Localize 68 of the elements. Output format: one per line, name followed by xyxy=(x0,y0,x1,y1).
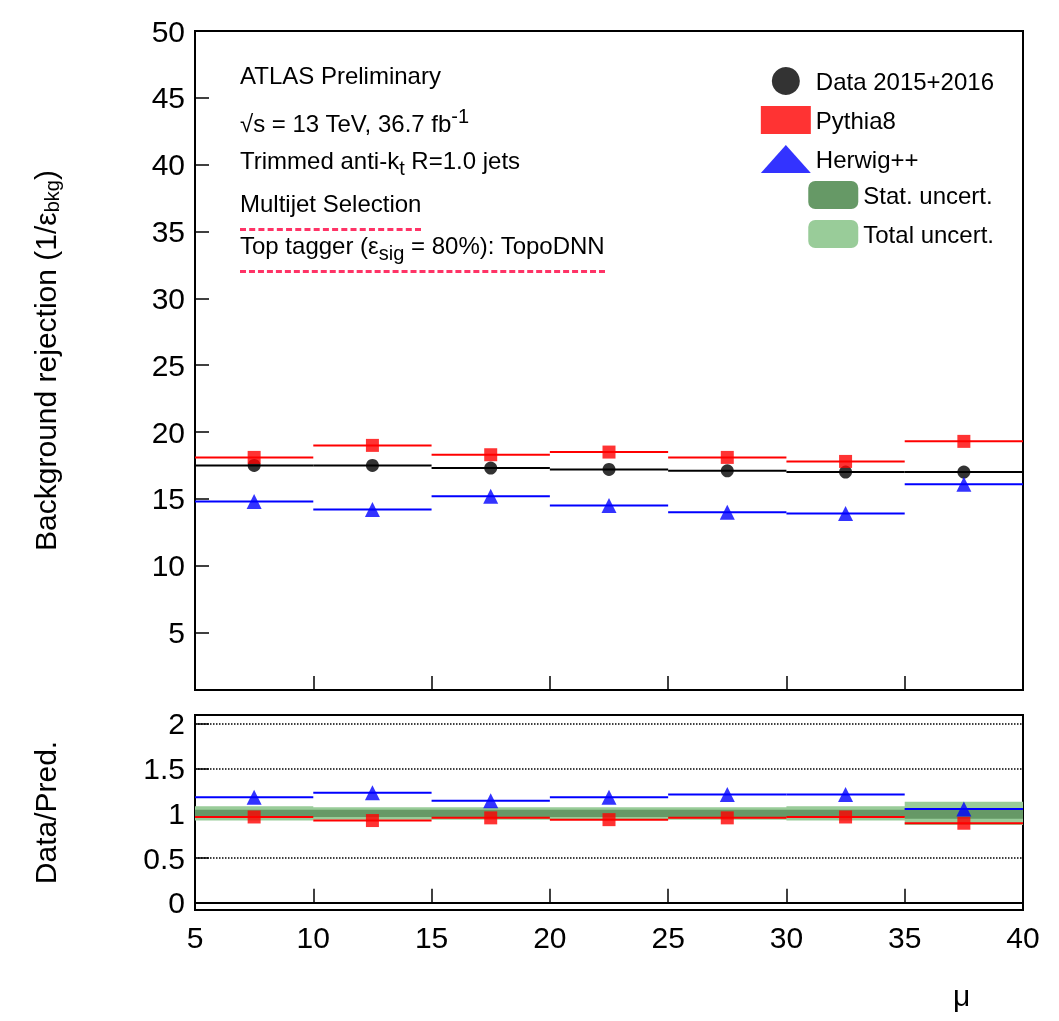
x-tick-label: 35 xyxy=(888,920,922,954)
point xyxy=(246,494,262,510)
point xyxy=(602,813,616,827)
y-axis-title: Data/Pred. xyxy=(28,740,62,885)
point xyxy=(719,787,735,803)
y-tick-label: 0 xyxy=(168,886,185,920)
y-tick-label: 40 xyxy=(151,148,185,182)
annotation: √s = 13 TeV, 36.7 fb$^{-1}$ xyxy=(240,104,470,138)
point xyxy=(956,476,972,492)
point xyxy=(957,434,971,448)
y-tick-label: 15 xyxy=(151,482,185,516)
point xyxy=(838,506,854,522)
legend-label: Pythia8 xyxy=(815,106,896,134)
point xyxy=(484,448,498,462)
x-tick-label: 20 xyxy=(533,920,567,954)
y-tick-label: 25 xyxy=(151,348,185,382)
point xyxy=(483,488,499,504)
y-tick-label: 45 xyxy=(151,81,185,115)
y-tick-label: 10 xyxy=(151,549,185,583)
y-tick-label: 2 xyxy=(168,707,185,741)
point xyxy=(720,464,734,478)
point xyxy=(839,454,853,468)
point xyxy=(484,461,498,475)
x-tick-label: 25 xyxy=(651,920,685,954)
point xyxy=(484,811,498,825)
point xyxy=(247,810,261,824)
x-tick-label: 30 xyxy=(769,920,804,954)
point xyxy=(365,814,379,828)
y-tick-label: 35 xyxy=(151,215,185,249)
x-axis-title: μ xyxy=(953,979,971,1013)
point xyxy=(839,810,853,824)
annotation: Multijet Selection xyxy=(240,189,422,218)
point xyxy=(365,458,379,472)
point xyxy=(602,462,616,476)
point xyxy=(601,789,617,805)
y-tick-label: 30 xyxy=(151,281,185,315)
y-tick-label: 50 xyxy=(151,14,185,48)
y-axis-title: Background rejection (1/εbkg) xyxy=(28,170,63,551)
x-tick-label: 40 xyxy=(1006,920,1040,954)
legend-label: Herwig++ xyxy=(815,145,919,173)
x-tick-label: 10 xyxy=(296,920,330,954)
y-tick-label: 1.5 xyxy=(143,752,185,786)
point xyxy=(364,502,380,518)
legend-label: Data 2015+2016 xyxy=(815,67,995,95)
annotation: ATLAS Preliminary xyxy=(240,62,441,90)
x-tick-label: 15 xyxy=(414,920,449,954)
legend-label: Stat. uncert. xyxy=(863,181,993,209)
point xyxy=(246,789,262,805)
point xyxy=(601,498,617,514)
point xyxy=(956,801,972,817)
annotation: Top tagger (ε$_{sig}$ = 80%): TopoDNN xyxy=(240,232,605,265)
y-tick-label: 1 xyxy=(168,796,185,830)
point xyxy=(602,445,616,459)
point xyxy=(720,450,734,464)
point xyxy=(364,785,380,801)
legend-label: Total uncert. xyxy=(863,220,994,248)
y-tick-label: 5 xyxy=(168,616,185,650)
point xyxy=(720,811,734,825)
point xyxy=(838,787,854,803)
point xyxy=(957,816,971,830)
point xyxy=(957,465,971,479)
point xyxy=(247,450,261,464)
point xyxy=(365,438,379,452)
y-tick-label: 0.5 xyxy=(143,841,185,875)
y-tick-label: 20 xyxy=(151,415,185,449)
point xyxy=(483,793,499,809)
annotation: Trimmed anti-k$_{t}$ R=1.0 jets xyxy=(240,147,521,180)
point xyxy=(719,504,735,520)
